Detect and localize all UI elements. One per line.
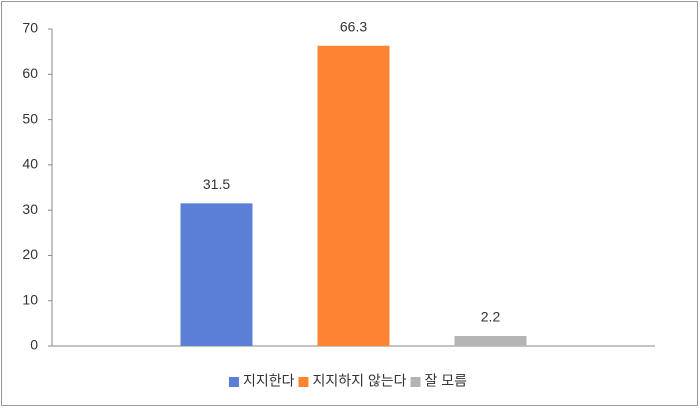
y-tick-label: 10 [22, 291, 38, 307]
legend-swatch [298, 377, 309, 387]
y-tick-label: 50 [22, 110, 38, 126]
bar [180, 203, 253, 346]
data-label: 31.5 [203, 176, 230, 192]
legend-swatch [410, 377, 421, 387]
data-label: 2.2 [481, 309, 501, 325]
legend-swatch [228, 377, 239, 387]
y-tick-label: 60 [22, 65, 38, 81]
y-tick-label: 20 [22, 246, 38, 262]
y-tick-label: 70 [22, 20, 38, 36]
bar [317, 45, 390, 347]
legend-label: 잘 모름 [425, 373, 468, 389]
y-tick-label: 0 [30, 337, 38, 353]
y-tick-label: 40 [22, 156, 38, 172]
data-label: 66.3 [340, 18, 367, 34]
bar [454, 336, 527, 346]
y-tick-label: 30 [22, 201, 38, 217]
legend-label: 지지하지 않는다 [312, 373, 406, 389]
legend-label: 지지한다 [243, 373, 295, 389]
